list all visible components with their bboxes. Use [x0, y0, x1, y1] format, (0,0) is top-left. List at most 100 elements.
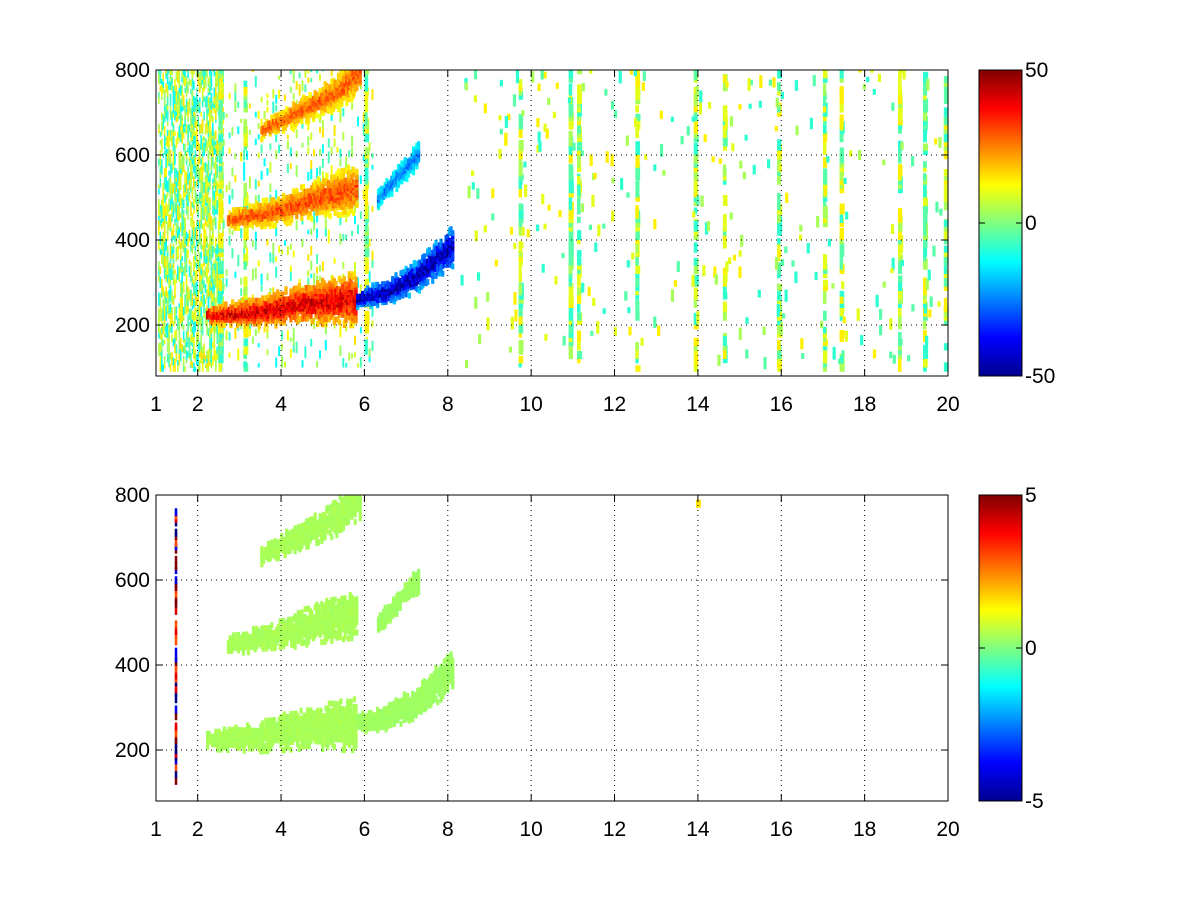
- heatmap-cell: [321, 144, 324, 154]
- heatmap-cell: [415, 142, 419, 149]
- heatmap-cell: [166, 353, 169, 363]
- heatmap-cell: [396, 179, 401, 186]
- heatmap-cell: [166, 149, 169, 154]
- heatmap-cell: [577, 153, 581, 168]
- heatmap-cell: [371, 206, 374, 212]
- heatmap-cell: [296, 104, 301, 111]
- heatmap-cell: [158, 343, 160, 356]
- heatmap-cell: [306, 100, 311, 107]
- heatmap-cell: [317, 308, 321, 315]
- heatmap-cell: [197, 221, 200, 230]
- heatmap-cell: [201, 152, 204, 168]
- heatmap-cell: [291, 188, 296, 195]
- heatmap-cell: [218, 136, 223, 151]
- heatmap-cell: [362, 127, 365, 136]
- heatmap-cell: [843, 177, 847, 184]
- heatmap-cell: [266, 205, 271, 212]
- heatmap-cell: [900, 259, 905, 267]
- heatmap-cell: [258, 203, 262, 210]
- heatmap-cell: [397, 293, 401, 300]
- heatmap-cell: [922, 118, 927, 126]
- heatmap-cell: [231, 230, 234, 236]
- heatmap-cell: [471, 182, 475, 190]
- heatmap-cell: [286, 330, 289, 341]
- heatmap-cell: [218, 260, 223, 270]
- heatmap-cell: [295, 104, 299, 111]
- heatmap-cell: [686, 126, 690, 136]
- heatmap-cell: [364, 180, 369, 189]
- heatmap-cell: [158, 273, 160, 283]
- heatmap-cell: [364, 278, 370, 291]
- heatmap-cell: [218, 165, 223, 172]
- heatmap-cell: [162, 194, 165, 210]
- heatmap-cell: [169, 136, 172, 142]
- heatmap-cell: [188, 124, 191, 133]
- heatmap-cell: [272, 89, 275, 99]
- heatmap-cell: [181, 277, 184, 293]
- heatmap-cell: [201, 298, 204, 307]
- heatmap-cell: [943, 107, 948, 117]
- heatmap-cell: [304, 84, 307, 93]
- heatmap-cell: [740, 234, 744, 247]
- heatmap-cell: [473, 70, 478, 80]
- heatmap-cell: [182, 224, 185, 239]
- heatmap-cell: [218, 352, 224, 364]
- heatmap-cell: [228, 181, 231, 190]
- heatmap-cell: [197, 239, 200, 244]
- heatmap-cell: [214, 74, 217, 88]
- heatmap-cell: [351, 353, 354, 359]
- heatmap-cell: [184, 217, 186, 234]
- heatmap-cell: [166, 106, 169, 122]
- heatmap-cell: [263, 202, 267, 209]
- heatmap-cell: [932, 245, 936, 257]
- heatmap-cell: [346, 210, 351, 217]
- heatmap-cell: [182, 358, 185, 363]
- heatmap-cell: [184, 70, 186, 78]
- heatmap-cell: [431, 249, 435, 256]
- heatmap-cell: [899, 339, 903, 346]
- heatmap-cell: [330, 114, 333, 121]
- heatmap-cell: [169, 163, 172, 178]
- heatmap-cell: [301, 121, 304, 129]
- heatmap-cell: [436, 251, 440, 258]
- heatmap-cell: [302, 313, 306, 320]
- heatmap-cell: [862, 84, 866, 90]
- heatmap-cell: [779, 322, 783, 336]
- heatmap-cell: [693, 295, 698, 308]
- heatmap-cell: [178, 216, 181, 221]
- heatmap-cell: [197, 70, 200, 75]
- heatmap-cell: [284, 296, 288, 303]
- heatmap-cell: [333, 138, 336, 148]
- heatmap-cell: [175, 306, 178, 314]
- heatmap-cell: [194, 98, 197, 109]
- heatmap-cell: [292, 327, 295, 340]
- heatmap-cell: [300, 192, 304, 199]
- heatmap-cell: [184, 87, 186, 94]
- heatmap-cell: [228, 148, 231, 154]
- heatmap-cell: [292, 343, 295, 353]
- heatmap-cell: [449, 239, 453, 246]
- heatmap-cell: [311, 318, 315, 325]
- heatmap-cell: [169, 129, 172, 136]
- heatmap-cell: [217, 220, 220, 230]
- heatmap-cell: [169, 307, 172, 314]
- heatmap-cell: [203, 162, 205, 172]
- heatmap-cell: [922, 218, 927, 236]
- heatmap-cell: [165, 70, 167, 79]
- heatmap-cell: [196, 201, 198, 211]
- heatmap-cell: [179, 98, 182, 107]
- heatmap-cell: [209, 351, 211, 364]
- heatmap-cell: [310, 70, 313, 73]
- heatmap-cell: [447, 227, 451, 234]
- heatmap-cell: [203, 280, 205, 288]
- heatmap-cell: [218, 83, 224, 92]
- heatmap-cell: [339, 101, 342, 114]
- heatmap-cell: [209, 97, 211, 105]
- heatmap-cell: [313, 194, 317, 201]
- heatmap-cell: [174, 181, 176, 195]
- heatmap-cell: [321, 282, 325, 289]
- heatmap-cell: [577, 197, 581, 215]
- heatmap-cell: [234, 175, 237, 183]
- heatmap-cell: [207, 328, 210, 337]
